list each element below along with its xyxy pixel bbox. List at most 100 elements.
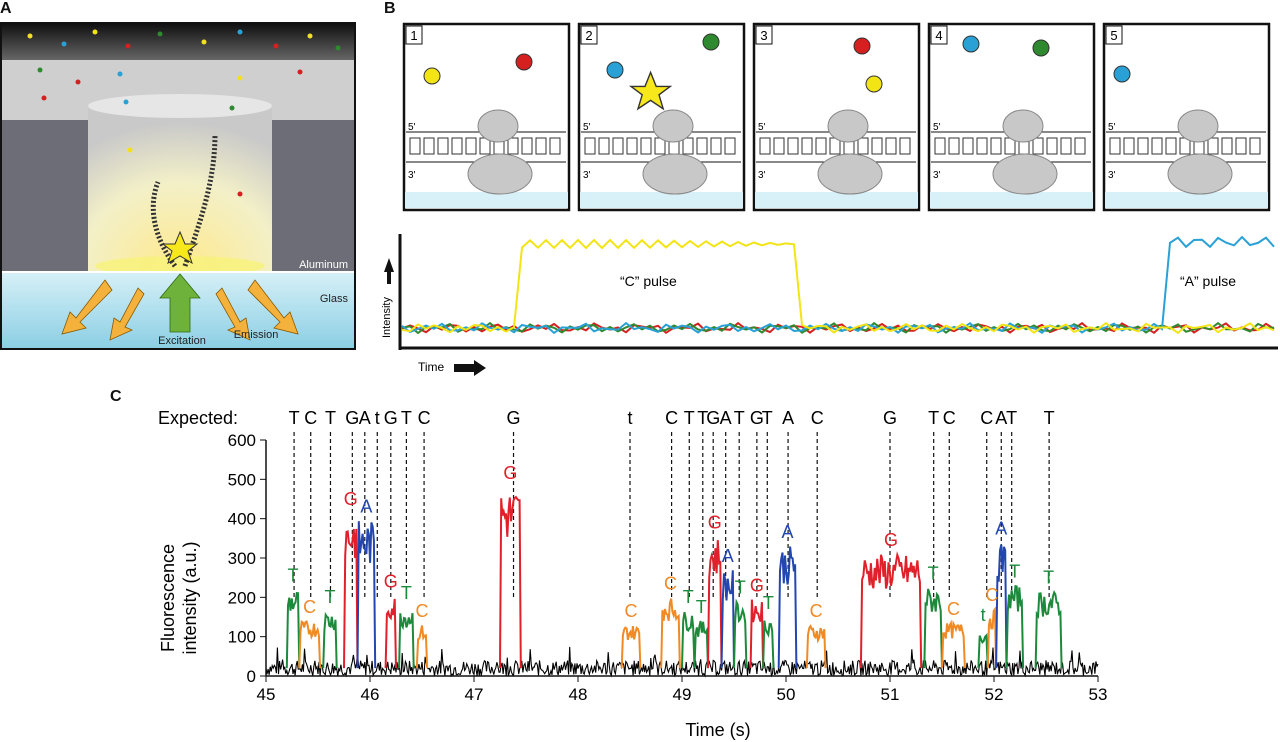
pulse-T — [285, 591, 301, 669]
fluorescence-trace — [265, 495, 1099, 678]
step-frame-2: 2 5' 3' — [577, 22, 746, 212]
y-tick-label: 0 — [247, 667, 256, 686]
base-call-label: T — [763, 593, 774, 613]
pulse-C — [805, 624, 827, 669]
expected-base: A — [720, 408, 732, 428]
x-tick-label: 53 — [1089, 685, 1108, 704]
y-tick-label: 300 — [228, 549, 256, 568]
y-tick-label: 600 — [228, 431, 256, 450]
base-call-label: C — [985, 585, 998, 605]
base-call-label: T — [1043, 567, 1054, 587]
pulse-A — [356, 521, 377, 669]
pulse-C — [415, 625, 429, 669]
dye-nucleotide — [1113, 65, 1131, 83]
base-call-label: T — [696, 597, 707, 617]
step-number: 5 — [1110, 28, 1117, 43]
pulse-A — [777, 546, 798, 669]
up-arrow-icon — [384, 258, 394, 284]
expected-label: Expected: — [158, 408, 238, 428]
pulse-T — [762, 620, 775, 669]
c-pulse-label: “C” pulse — [620, 273, 677, 289]
expected-base: C — [980, 408, 993, 428]
base-call-label: T — [288, 565, 299, 585]
y-axis-label-line1: Fluorescence — [158, 544, 178, 652]
expected-base: G — [507, 408, 521, 428]
base-call-label: T — [324, 587, 335, 607]
pulse-C — [660, 598, 681, 669]
pulse-G — [499, 495, 522, 669]
base-call-label: G — [884, 530, 898, 550]
base-call-label: T — [928, 564, 939, 584]
y-tick-label: 500 — [228, 470, 256, 489]
strand-3-label: 3' — [758, 170, 766, 181]
y-tick-label: 100 — [228, 628, 256, 647]
base-call-label: T — [735, 577, 746, 597]
expected-base: T — [1006, 408, 1017, 428]
pulse-G — [749, 599, 765, 669]
base-call-label: T — [683, 587, 694, 607]
base-call-label: G — [750, 575, 764, 595]
pulse-T — [1034, 590, 1063, 669]
base-call-label: C — [810, 601, 823, 621]
trace-lines — [401, 235, 1275, 335]
step-number: 1 — [410, 28, 417, 43]
trace-line — [401, 238, 1275, 335]
expected-base: T — [289, 408, 300, 428]
trace-line — [401, 235, 1275, 335]
dye-nucleotide — [515, 53, 533, 71]
base-call-label: A — [722, 546, 734, 566]
strand-5-label: 5' — [933, 122, 941, 133]
expected-base: C — [304, 408, 317, 428]
x-tick-label: 49 — [673, 685, 692, 704]
base-call-label: G — [708, 512, 722, 532]
pulse-G — [343, 528, 359, 669]
step-frame-3: 3 5' 3' — [752, 22, 921, 212]
emission-label: Emission — [234, 329, 279, 341]
glass-label: Glass — [320, 293, 349, 305]
time-axis-label: Time — [418, 360, 445, 374]
strand-5-label: 5' — [1108, 122, 1116, 133]
base-call-label: C — [303, 597, 316, 617]
expected-base: A — [995, 408, 1007, 428]
panel-b-intensity-trace: “C” pulse “A” pulse Intensity Time — [381, 234, 1278, 376]
dye-nucleotide — [853, 37, 871, 55]
expected-base: G — [345, 408, 359, 428]
pulse-C — [941, 619, 966, 669]
step-number: 2 — [585, 28, 592, 43]
base-call-label: C — [416, 601, 429, 621]
pulse-T — [681, 612, 696, 669]
panel-b-steps: 1 5' 3' 2 5' 3' 3 5' 3' 4 5' — [402, 22, 1271, 212]
dye-nucleotide — [702, 33, 720, 51]
expected-base: C — [811, 408, 824, 428]
x-tick-label: 48 — [569, 685, 588, 704]
excitation-label: Excitation — [158, 335, 206, 347]
strand-5-label: 5' — [408, 122, 416, 133]
expected-drop-lines — [293, 432, 1050, 600]
expected-base: T — [401, 408, 412, 428]
x-tick-label: 47 — [465, 685, 484, 704]
x-tick-label: 51 — [881, 685, 900, 704]
expected-base: A — [782, 408, 794, 428]
x-tick-label: 50 — [777, 685, 796, 704]
chart-axes: 45 46 47 48 49 50 51 52 53 0 100 200 300 400 500 600 — [228, 431, 1108, 704]
dye-nucleotide — [423, 67, 441, 85]
base-call-label: A — [995, 518, 1007, 538]
aluminum-label: Aluminum — [299, 259, 348, 271]
base-call-label: T — [1009, 562, 1020, 582]
base-call-label: t — [981, 605, 986, 625]
expected-base: G — [706, 408, 720, 428]
pulse-G — [859, 551, 923, 669]
expected-base: C — [665, 408, 678, 428]
expected-base: G — [384, 408, 398, 428]
expected-base: t — [375, 408, 380, 428]
base-call-label: T — [401, 583, 412, 603]
strand-3-label: 3' — [933, 170, 941, 181]
dye-nucleotide — [865, 75, 883, 93]
panel-a-letter: A — [0, 0, 12, 17]
pulse-T — [398, 612, 415, 669]
expected-base: T — [684, 408, 695, 428]
base-call-label: A — [782, 522, 794, 542]
panel-c-letter: C — [110, 388, 122, 405]
